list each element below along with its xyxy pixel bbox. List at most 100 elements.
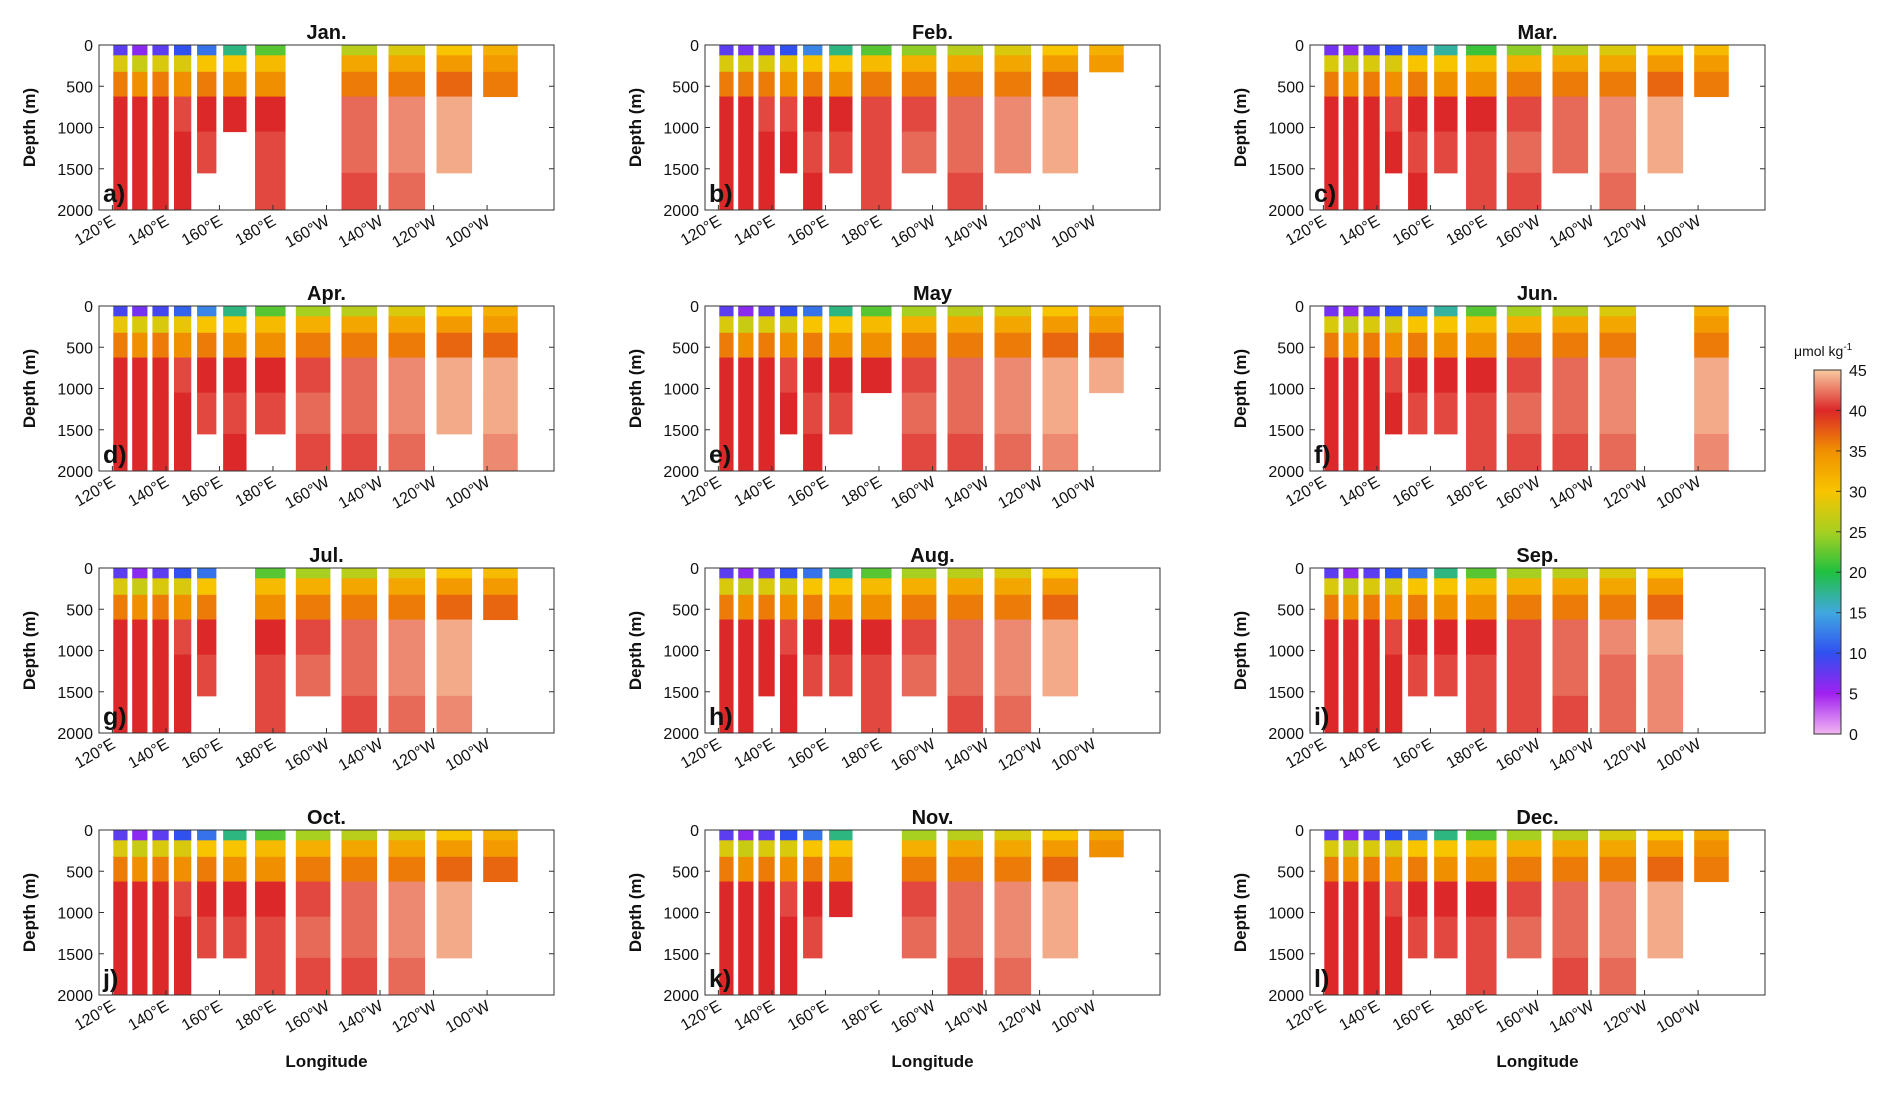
heatmap-cell: [255, 96, 286, 133]
heatmap-cell: [861, 306, 892, 317]
heatmap-cell: [1042, 881, 1079, 918]
heatmap-cell: [947, 71, 984, 98]
heatmap-cell: [1324, 332, 1339, 359]
heatmap-cell: [295, 840, 331, 858]
heatmap-cell: [901, 96, 937, 133]
heatmap-cell: [1408, 45, 1428, 56]
heatmap-cell: [1042, 578, 1079, 596]
heatmap-cell: [1408, 392, 1428, 435]
heatmap-cell: [1599, 96, 1637, 133]
y-tick-label: 2000: [663, 203, 699, 220]
heatmap-cell: [388, 957, 426, 996]
heatmap-cell: [113, 96, 128, 133]
heatmap-cell: [1647, 619, 1684, 656]
heatmap-cell: [1042, 619, 1079, 656]
heatmap-cell: [947, 433, 984, 472]
panel-label: b): [709, 180, 733, 208]
heatmap-cell: [1647, 856, 1684, 883]
heatmap-cell: [947, 568, 984, 579]
heatmap-cell: [719, 306, 734, 317]
heatmap-cell: [152, 578, 169, 596]
heatmap-cell: [255, 316, 286, 334]
heatmap-cell: [1384, 840, 1403, 858]
heatmap-cell: [388, 131, 426, 174]
x-tick-label: 140°W: [942, 212, 993, 251]
heatmap-cell: [994, 71, 1032, 98]
heatmap-cell: [1552, 96, 1589, 133]
heatmap-cell: [295, 881, 331, 918]
heatmap-cell: [779, 131, 798, 174]
heatmap-cell: [994, 96, 1032, 133]
heatmap-cell: [829, 71, 853, 98]
heatmap-cell: [803, 840, 823, 858]
x-tick-label: 160°E: [1390, 998, 1436, 1035]
heatmap-cell: [1466, 306, 1497, 317]
heatmap-cell: [132, 654, 148, 697]
heatmap-cell: [223, 881, 247, 918]
heatmap-cell: [1343, 71, 1359, 98]
heatmap-cell: [829, 568, 853, 579]
heatmap-cell: [901, 578, 937, 596]
heatmap-cell: [341, 55, 378, 73]
heatmap-cell: [295, 957, 331, 996]
heatmap-cell: [152, 619, 169, 656]
x-tick-label: 140°W: [1547, 212, 1598, 251]
heatmap-cell: [436, 568, 473, 579]
heatmap-cell: [719, 840, 734, 858]
heatmap-cell: [901, 654, 937, 697]
heatmap-cell: [758, 840, 775, 858]
y-tick-label: 1500: [1268, 685, 1304, 702]
heatmap-cell: [223, 856, 247, 883]
heatmap-cell: [341, 172, 378, 211]
heatmap-cell: [947, 654, 984, 697]
heatmap-cell: [1506, 306, 1542, 317]
heatmap-cell: [1089, 45, 1124, 56]
heatmap-cell: [173, 392, 192, 435]
heatmap-cell: [738, 332, 754, 359]
heatmap-cell: [1466, 71, 1497, 98]
heatmap-cell: [223, 96, 247, 133]
heatmap-cell: [738, 830, 754, 841]
heatmap-cell: [436, 71, 473, 98]
heatmap-cell: [1434, 830, 1458, 841]
heatmap-cell: [436, 357, 473, 394]
y-tick-label: 0: [690, 823, 699, 840]
heatmap-cell: [483, 594, 518, 621]
x-tick-label: 180°E: [839, 213, 885, 250]
heatmap-cell: [1343, 594, 1359, 621]
heatmap-cell: [223, 916, 247, 959]
heatmap-cell: [719, 654, 734, 697]
y-tick-label: 1000: [57, 644, 93, 661]
heatmap-cell: [1042, 71, 1079, 98]
heatmap-cell: [1599, 45, 1637, 56]
heatmap-cell: [152, 316, 169, 334]
heatmap-cell: [223, 316, 247, 334]
heatmap-cell: [803, 392, 823, 435]
heatmap-cell: [223, 433, 247, 472]
heatmap-cell: [1408, 96, 1428, 133]
heatmap-cell: [388, 654, 426, 697]
heatmap-cell: [994, 568, 1032, 579]
heatmap-cell: [152, 131, 169, 174]
y-tick-label: 1000: [57, 121, 93, 138]
heatmap-cell: [1506, 316, 1542, 334]
x-axis-label: Longitude: [1496, 1052, 1578, 1071]
x-tick-label: 160°W: [1493, 212, 1544, 251]
heatmap-cell: [803, 619, 823, 656]
x-tick-label: 100°W: [1654, 997, 1705, 1036]
y-tick-label: 1000: [663, 121, 699, 138]
x-tick-label: 120°W: [995, 735, 1046, 774]
heatmap-cell: [861, 96, 892, 133]
heatmap-cell: [197, 856, 217, 883]
heatmap-cell: [1506, 433, 1542, 472]
heatmap-cell: [1466, 433, 1497, 472]
y-tick-label: 1500: [57, 947, 93, 964]
heatmap-cell: [738, 55, 754, 73]
x-tick-label: 140°W: [336, 997, 387, 1036]
heatmap-cell: [994, 131, 1032, 174]
heatmap-cell: [1408, 568, 1428, 579]
heatmap-cell: [1434, 578, 1458, 596]
heatmap-cell: [803, 433, 823, 472]
heatmap-cell: [436, 96, 473, 133]
